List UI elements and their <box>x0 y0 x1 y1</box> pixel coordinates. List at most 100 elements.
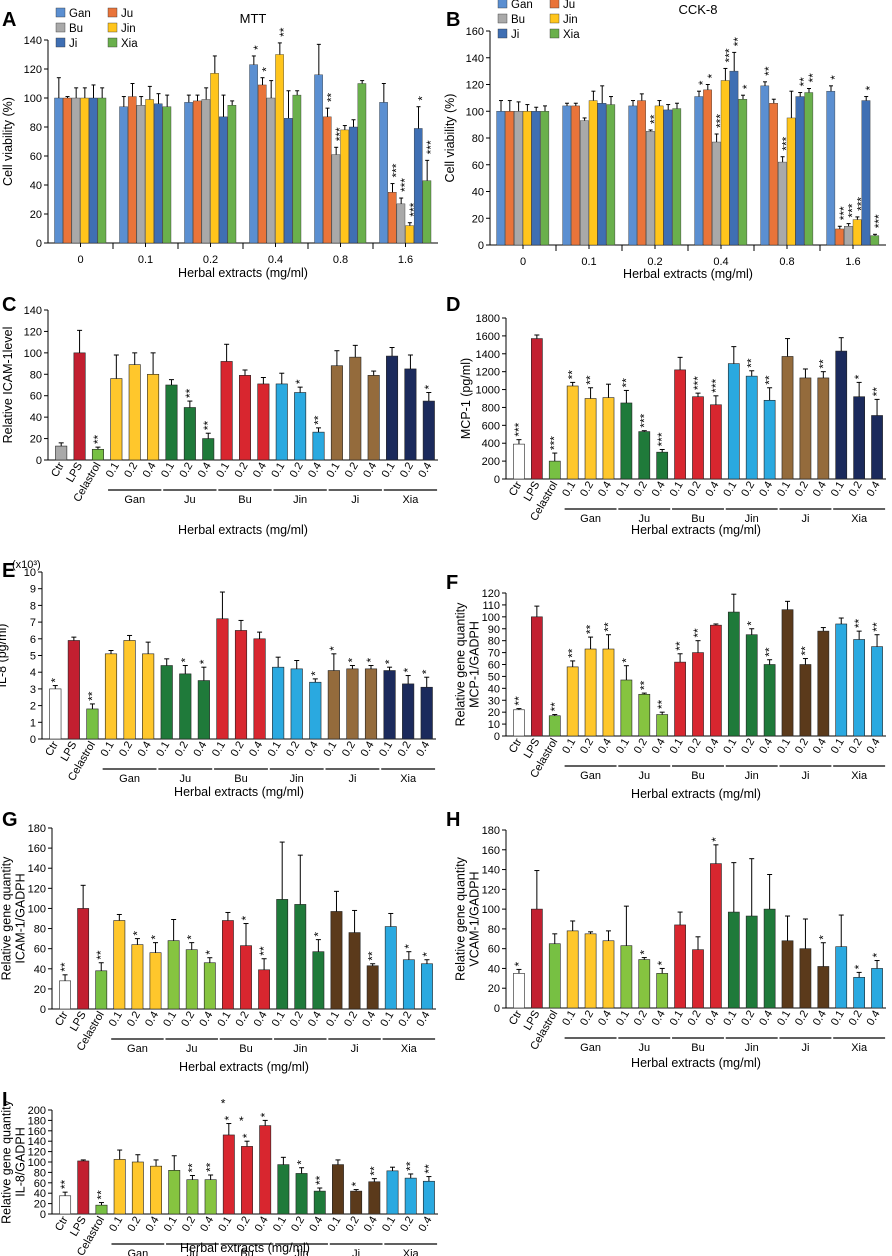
significance-mark: ** <box>673 641 687 651</box>
bar <box>168 1170 181 1215</box>
bar <box>259 1125 272 1215</box>
x-tick-label: Ctr <box>49 460 67 479</box>
bar <box>584 648 597 737</box>
y-tick-label: 40 <box>30 412 42 424</box>
significance-mark: ** <box>762 66 776 76</box>
group-label: Gan <box>124 494 145 506</box>
y-tick-label: 0 <box>40 1209 46 1221</box>
y-tick-label: 80 <box>30 122 42 134</box>
group-label: Ju <box>186 1043 198 1055</box>
bar <box>853 396 865 480</box>
x-tick-label: 0.1 <box>721 737 739 756</box>
x-tick-label: 0.1 <box>721 480 739 499</box>
x-tick-label: 0.2 <box>203 254 218 266</box>
significance-mark: *** <box>398 178 412 192</box>
x-axis-title: Herbal extracts (mg/ml) <box>631 787 761 801</box>
bar <box>113 1159 126 1215</box>
group-label: Ju <box>638 1042 650 1054</box>
bar <box>330 911 343 1010</box>
bar <box>422 400 435 461</box>
bar <box>548 460 561 480</box>
bar <box>201 99 211 244</box>
bar <box>80 97 89 244</box>
bar <box>628 105 638 246</box>
bar <box>221 920 234 1010</box>
y-tick-label: 1400 <box>476 349 500 361</box>
group-label: Ju <box>638 770 650 782</box>
bar <box>350 1190 363 1215</box>
x-tick-label: 0.1 <box>614 480 632 499</box>
bar <box>277 1164 290 1215</box>
x-tick-label: 0.2 <box>793 1009 811 1028</box>
x-tick-label: 0.4 <box>144 1215 162 1234</box>
bar <box>692 652 704 737</box>
bar <box>276 899 289 1010</box>
x-tick-label: 0 <box>77 254 83 266</box>
bar <box>257 383 270 461</box>
group-label: Ji <box>801 1042 809 1054</box>
significance-mark: ** <box>548 702 562 712</box>
bar <box>531 338 543 480</box>
legend-label: Ju <box>121 8 133 20</box>
bar <box>384 926 397 1010</box>
panel-c: C 0 20 40 60 80 100 120 140 Relative ICAM-1level H… <box>1 294 438 537</box>
bar <box>367 375 380 461</box>
bar <box>720 80 730 246</box>
x-tick-label: 0.2 <box>578 480 596 499</box>
legend-swatch <box>55 7 66 18</box>
bar <box>183 407 196 461</box>
y-unit: (x10³) <box>12 559 41 571</box>
bar <box>745 375 758 480</box>
group-label: Bu <box>691 513 704 525</box>
y-tick-label: 110 <box>482 600 500 612</box>
x-axis-title: Herbal extracts (mg/ml) <box>631 523 761 537</box>
x-tick-label: 0.4 <box>143 1010 161 1029</box>
bar <box>294 904 307 1010</box>
x-tick-label: 0.2 <box>739 480 757 499</box>
x-tick-label: 0.4 <box>865 1009 883 1028</box>
bar <box>332 1164 344 1215</box>
significance-mark: ** <box>58 962 72 972</box>
group-label: Gan <box>580 770 601 782</box>
significance-mark: * <box>637 950 651 955</box>
x-tick-label: 0.2 <box>179 1010 197 1029</box>
x-tick-label: 0.2 <box>343 461 361 480</box>
bar <box>55 445 68 461</box>
significance-mark: ** <box>201 421 215 431</box>
bar <box>59 980 71 1010</box>
bar <box>123 640 136 740</box>
bar <box>513 443 525 480</box>
group-label: Ji <box>801 770 809 782</box>
chart-title: MTT <box>240 11 267 26</box>
x-tick-label: 0.2 <box>739 737 757 756</box>
bar <box>638 431 651 480</box>
x-tick-label: 0.1 <box>104 461 122 480</box>
group-label: Ju <box>184 494 196 506</box>
bar <box>703 89 712 246</box>
x-tick-label: 0.2 <box>288 1010 306 1029</box>
bar <box>496 111 506 246</box>
bar <box>222 1134 235 1215</box>
x-tick-label: 0.1 <box>216 1215 234 1234</box>
bar <box>294 392 307 461</box>
significance-mark: ** <box>763 647 777 657</box>
y-tick-label: 20 <box>488 983 500 995</box>
group-label: Ju <box>187 1248 199 1256</box>
x-tick-label: 0.1 <box>162 1215 180 1234</box>
significance-mark: ** <box>512 696 526 706</box>
legend-label: Ji <box>69 38 77 50</box>
bar <box>413 128 423 244</box>
y-tick-label: 800 <box>482 402 500 414</box>
y-tick-label: 100 <box>482 612 500 624</box>
bar <box>313 1190 326 1215</box>
significance-mark: * <box>870 953 884 958</box>
bar <box>871 646 883 737</box>
y-tick-label: 600 <box>482 420 500 432</box>
significance-mark: * <box>402 944 416 949</box>
significance-mark: *** <box>854 197 868 211</box>
y-tick-label: 20 <box>34 1199 46 1211</box>
y-tick-label: 20 <box>30 209 42 221</box>
bar <box>145 99 154 244</box>
